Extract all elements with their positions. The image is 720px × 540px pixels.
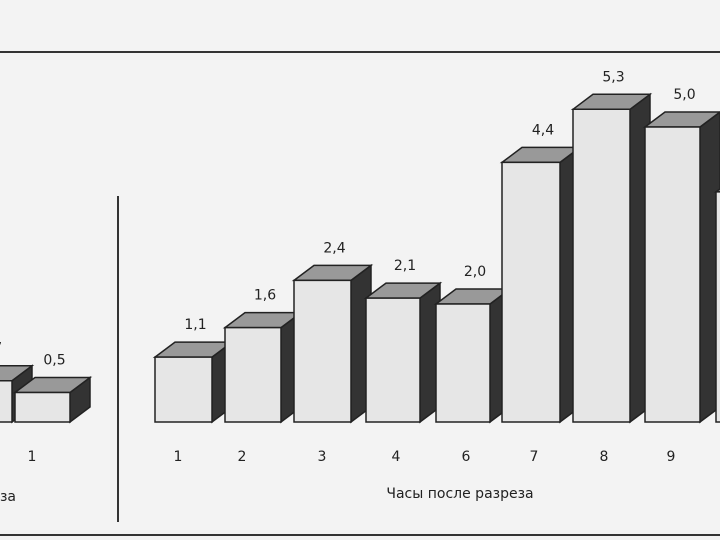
x-tick-label: 1 xyxy=(28,449,37,465)
bar xyxy=(713,187,720,423)
bar-front xyxy=(14,391,71,423)
bar-front xyxy=(0,379,13,423)
x-axis-label: Часы после разреза xyxy=(386,486,533,502)
bar xyxy=(642,111,720,424)
bar xyxy=(363,281,443,424)
x-tick-label: 7 xyxy=(530,449,539,465)
x-tick-label: 6 xyxy=(462,449,471,465)
value-label: 5,3 xyxy=(602,69,624,85)
bar xyxy=(12,376,93,424)
value-label: 5,0 xyxy=(673,87,695,103)
bar-front xyxy=(224,326,282,423)
bar xyxy=(152,340,235,424)
value-label: 2,1 xyxy=(394,258,416,274)
bar-front xyxy=(715,191,720,423)
bar-front xyxy=(435,303,491,423)
x-tick-label: 9 xyxy=(667,449,676,465)
value-label: 2,4 xyxy=(323,240,345,256)
bar-front xyxy=(644,126,701,423)
value-label: ,7 xyxy=(0,341,2,357)
bar xyxy=(499,145,583,424)
value-label: 2,0 xyxy=(464,264,486,280)
bar-front xyxy=(572,108,631,423)
value-label: 1,6 xyxy=(254,288,276,304)
bar-front xyxy=(501,161,561,423)
bar-front xyxy=(365,297,421,423)
x-tick-label: 1 xyxy=(174,449,183,465)
value-label: 0,5 xyxy=(43,353,65,369)
x-tick-label: 4 xyxy=(392,449,401,465)
x-tick-label: 3 xyxy=(318,449,327,465)
bar xyxy=(222,311,304,424)
x-tick-label: 2 xyxy=(238,449,247,465)
bar xyxy=(433,287,513,424)
value-label: 1,1 xyxy=(184,317,206,333)
bar xyxy=(570,92,653,424)
value-label: 4,4 xyxy=(532,122,554,138)
x-axis-label: за xyxy=(0,489,16,505)
bar xyxy=(291,263,374,424)
bar-front xyxy=(154,356,213,423)
bar-front xyxy=(293,279,352,423)
bar-top xyxy=(0,364,35,382)
x-tick-label: 8 xyxy=(600,449,609,465)
